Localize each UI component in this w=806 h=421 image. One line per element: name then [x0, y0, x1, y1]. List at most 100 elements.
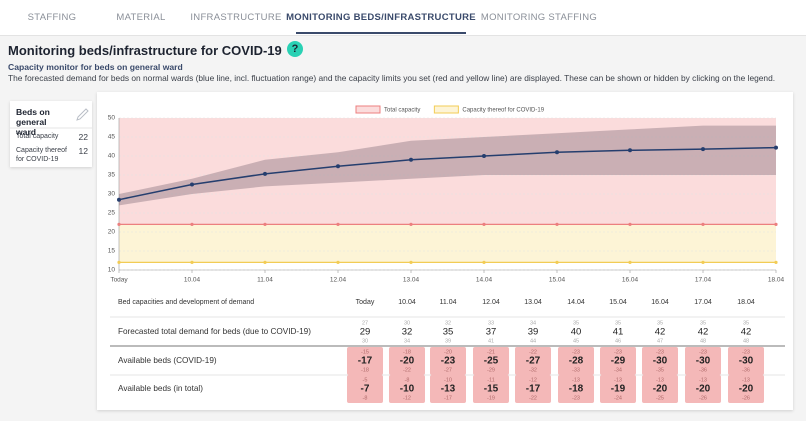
cell-top: 35 — [700, 320, 706, 326]
table-header: Bed capacities and development of demand — [118, 299, 254, 306]
cell-top: -20 — [444, 349, 452, 355]
cell-highlight — [430, 347, 466, 375]
cell-top: -11 — [487, 377, 495, 383]
cell-top: -13 — [656, 377, 664, 383]
legend-label: Total capacity — [384, 108, 420, 114]
card-row-label: Total capacity — [16, 133, 59, 140]
y-tick-label: 30 — [108, 191, 116, 198]
data-point — [409, 157, 413, 162]
data-point — [482, 260, 486, 264]
data-point — [482, 222, 486, 226]
data-point — [628, 222, 632, 226]
cell-highlight — [642, 347, 678, 375]
cell-highlight — [473, 375, 509, 403]
tab-bar: STAFFING MATERIAL INFRASTRUCTURE MONITORING… — [0, 0, 806, 36]
cell-top: -22 — [529, 349, 537, 355]
row-label: Forecasted total demand for beds (due to… — [118, 327, 311, 336]
data-point — [117, 222, 121, 226]
y-tick-label: 10 — [108, 267, 116, 274]
x-tick-label: 16.04 — [622, 277, 639, 284]
card-row-value: 22 — [78, 132, 88, 142]
cell-bottom: -22 — [529, 395, 537, 401]
data-point — [336, 164, 340, 169]
cell-value: 42 — [698, 327, 709, 338]
cell-top: -23 — [742, 349, 750, 355]
cell-top: -23 — [572, 349, 580, 355]
tab[interactable]: MONITORING STAFFING — [480, 12, 598, 23]
cell-bottom: -36 — [742, 367, 750, 373]
cell-value: 37 — [486, 327, 497, 338]
cell-bottom: 45 — [573, 338, 579, 344]
data-point — [774, 145, 778, 150]
cell-bottom: -12 — [403, 395, 411, 401]
cell-value: -13 — [441, 384, 456, 395]
column-header: 14.04 — [567, 299, 585, 306]
cell-bottom: -26 — [699, 395, 707, 401]
column-header: Today — [356, 299, 375, 306]
side-card[interactable]: Beds on general ward Total capacity 22 Cap… — [10, 101, 92, 167]
cell-highlight — [728, 347, 764, 375]
x-tick-label: Today — [110, 277, 128, 284]
cell-bottom: 39 — [445, 338, 451, 344]
x-tick-label: 12.04 — [330, 277, 347, 284]
cell-bottom: 48 — [743, 338, 749, 344]
tab[interactable]: MATERIAL — [116, 12, 166, 23]
x-tick-label: 14.04 — [476, 277, 493, 284]
legend-swatch — [355, 105, 381, 114]
cell-value: 42 — [741, 327, 752, 338]
description: The forecasted demand for beds on normal… — [8, 73, 776, 83]
data-point — [701, 222, 705, 226]
cell-highlight — [685, 375, 721, 403]
cell-top: 35 — [615, 320, 621, 326]
cell-top: 34 — [530, 320, 536, 326]
y-tick-label: 50 — [108, 115, 116, 122]
cell-bottom: -36 — [699, 367, 707, 373]
legend-item[interactable]: Total capacity — [355, 105, 420, 114]
cell-bottom: 34 — [404, 338, 410, 344]
column-header: 11.04 — [440, 299, 457, 306]
cell-value: -20 — [739, 384, 754, 395]
cell-bottom: -35 — [656, 367, 664, 373]
forecast-line — [118, 146, 777, 201]
tab[interactable]: INFRASTRUCTURE — [190, 12, 282, 23]
data-point — [336, 222, 340, 226]
cell-bottom: 48 — [700, 338, 706, 344]
x-tick-label: 17.04 — [695, 277, 712, 284]
cell-value: -27 — [526, 356, 541, 367]
y-tick-label: 25 — [108, 210, 116, 217]
tab[interactable]: STAFFING — [27, 12, 77, 23]
data-point — [117, 197, 121, 202]
cell-value: -18 — [569, 384, 584, 395]
cell-value: -20 — [696, 384, 711, 395]
cell-value: -30 — [739, 356, 754, 367]
column-header: 12.04 — [482, 299, 500, 306]
cell-highlight — [515, 347, 551, 375]
cell-value: -20 — [400, 356, 415, 367]
data-point — [555, 150, 559, 155]
cell-value: -15 — [484, 384, 499, 395]
column-header: 10.04 — [398, 299, 416, 306]
cell-bottom: 46 — [615, 338, 621, 344]
cell-bottom: 47 — [657, 338, 663, 344]
data-point — [774, 260, 778, 264]
column-header: 13.04 — [524, 299, 542, 306]
cell-bottom: -22 — [403, 367, 411, 373]
cell-top: -13 — [572, 377, 580, 383]
data-point — [555, 260, 559, 264]
cell-highlight — [347, 347, 383, 375]
cell-value: 41 — [613, 327, 624, 338]
cell-bottom: -19 — [487, 395, 495, 401]
tab[interactable]: MONITORING BEDS/INFRASTRUCTURE — [286, 12, 476, 23]
cell-highlight — [558, 375, 594, 403]
data-point — [190, 260, 194, 264]
help-button[interactable]: ? — [287, 41, 303, 57]
cell-bottom: -26 — [742, 395, 750, 401]
cell-highlight — [600, 375, 636, 403]
cell-top: -21 — [487, 349, 495, 355]
cell-value: -10 — [400, 384, 415, 395]
cell-top: -15 — [361, 349, 369, 355]
active-tab-underline — [296, 32, 466, 34]
cell-value: -17 — [358, 356, 373, 367]
legend-item[interactable]: Capacity thereof for COVID-19 — [433, 105, 545, 114]
data-point — [190, 182, 194, 187]
